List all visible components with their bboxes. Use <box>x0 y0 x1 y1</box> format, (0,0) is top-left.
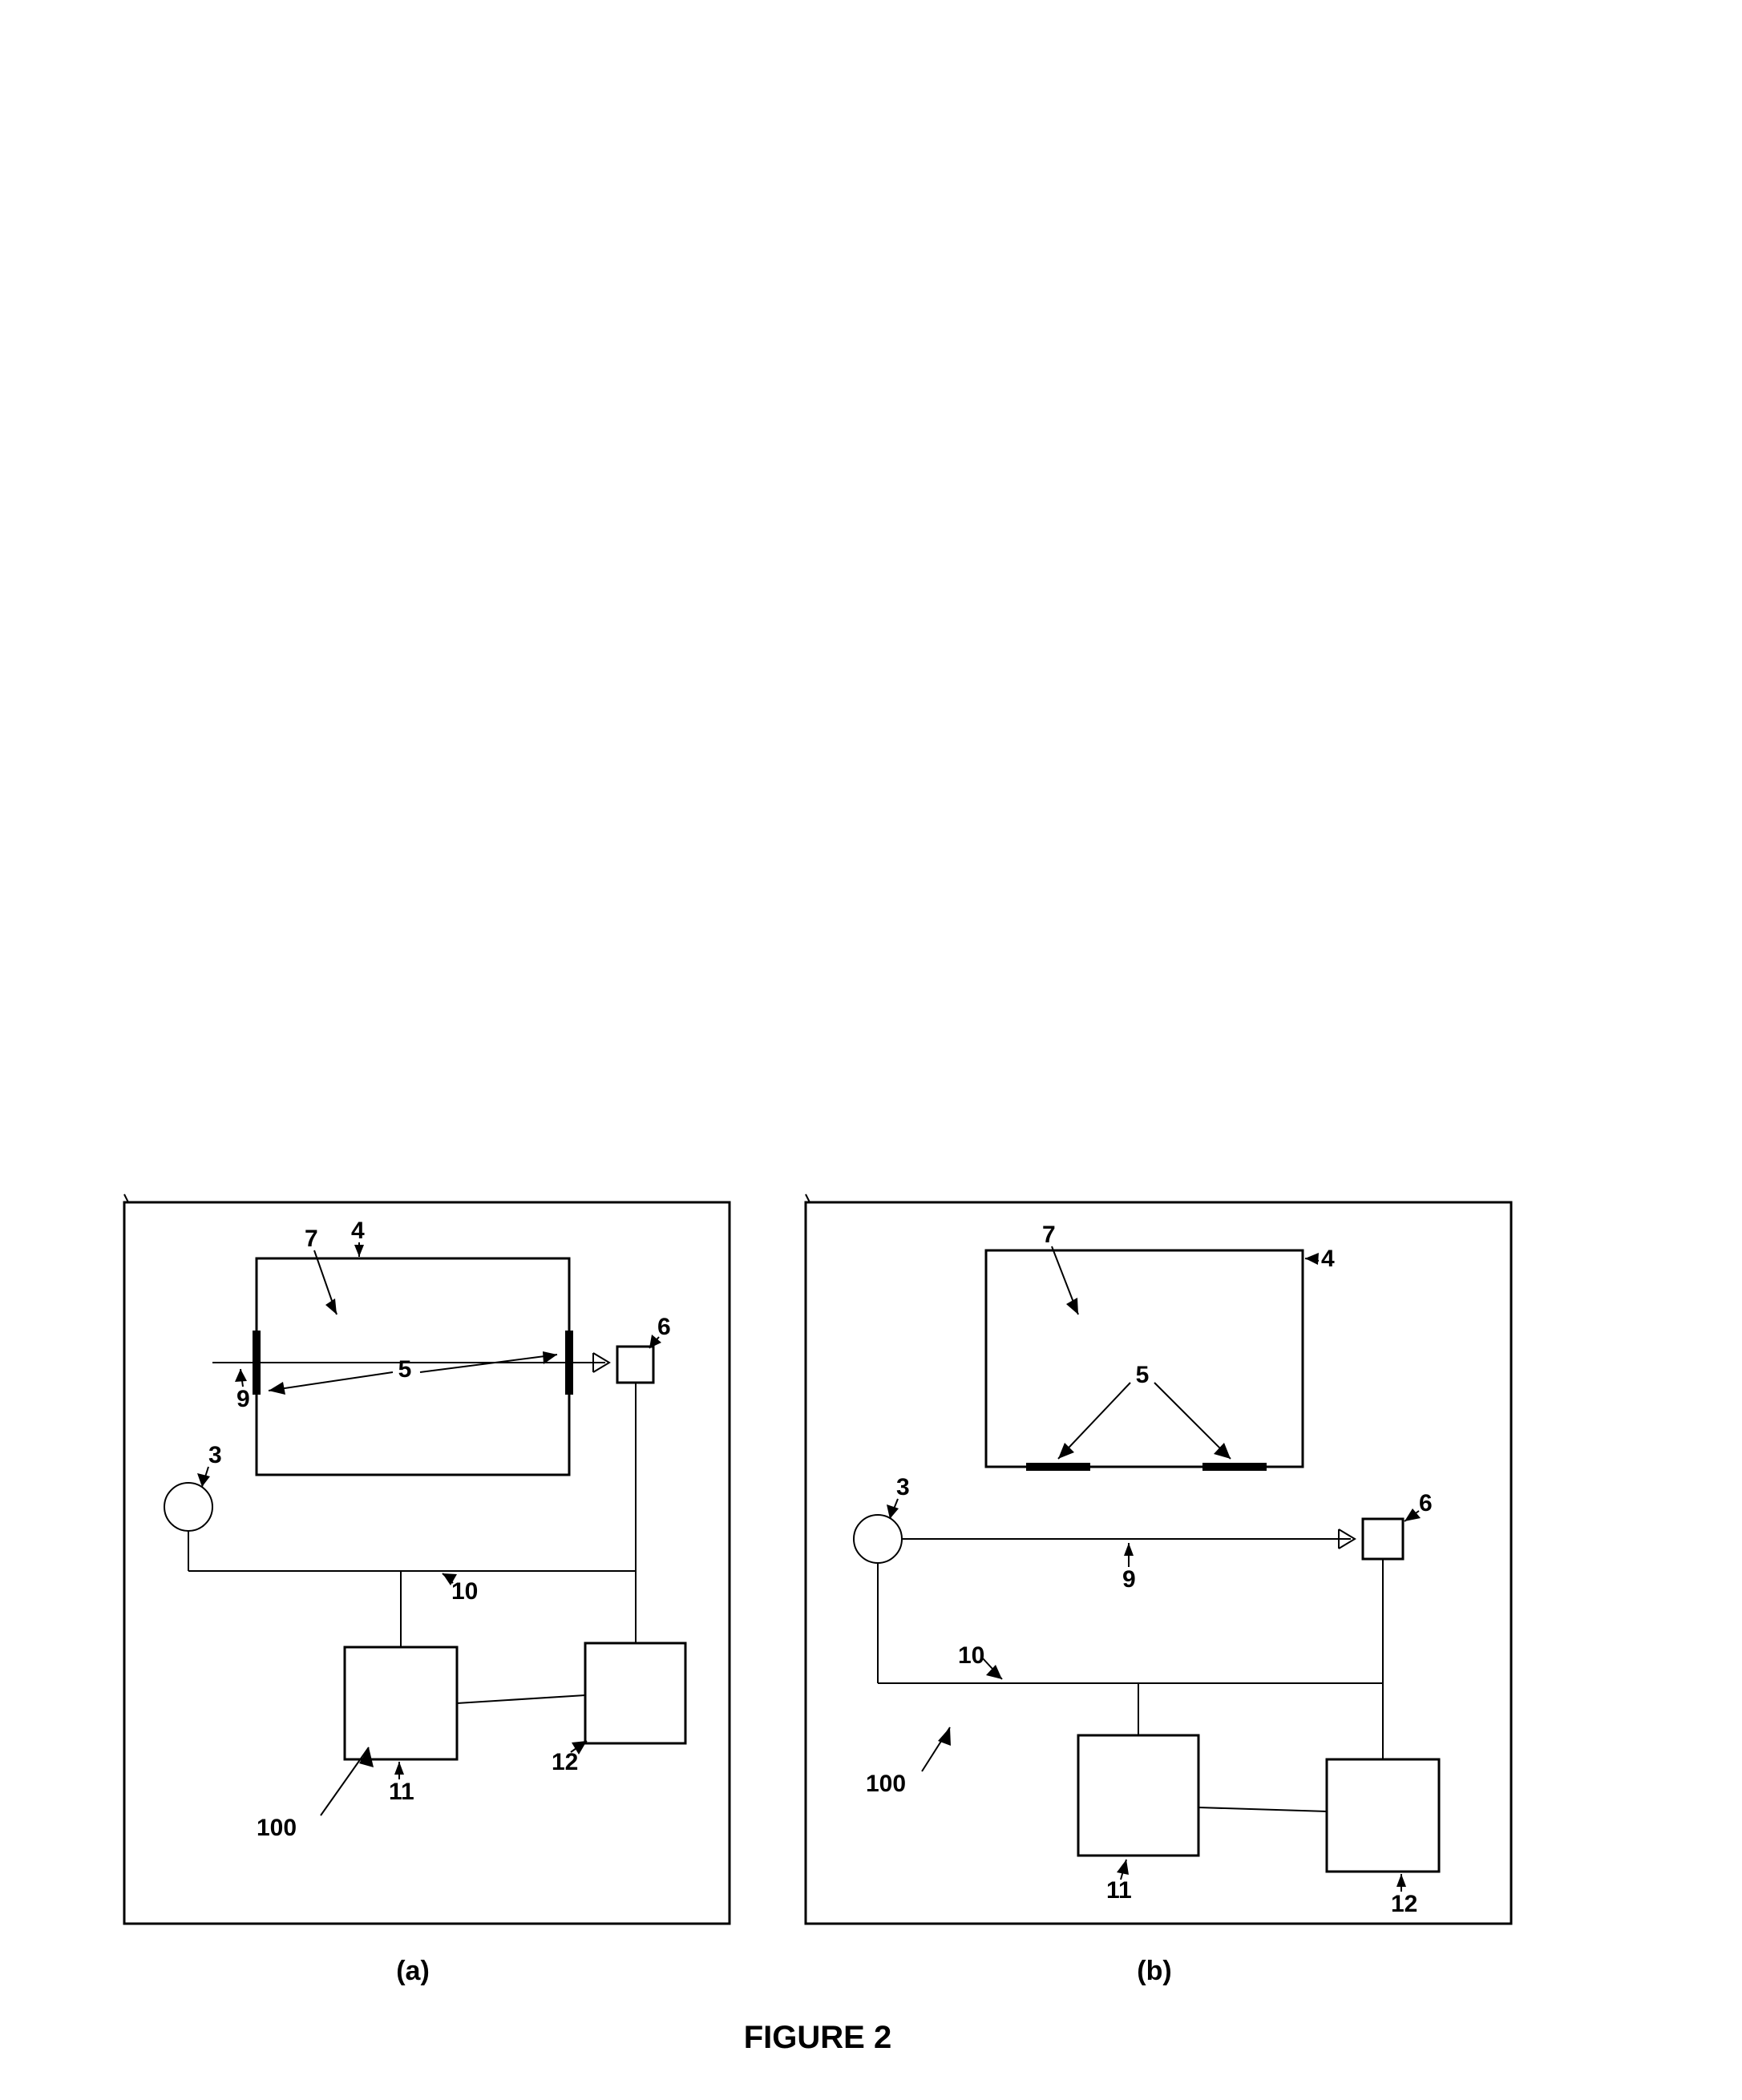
label-7-a: 7 <box>305 1226 318 1252</box>
label-9-b: 9 <box>1122 1566 1136 1593</box>
link-11-12-a <box>457 1695 585 1703</box>
panel-b: 100 3 4 7 5 9 6 <box>806 1202 1511 1986</box>
leader-4-b-head <box>1305 1253 1319 1265</box>
label-4-b: 4 <box>1321 1246 1335 1272</box>
leader-11-a-head <box>394 1762 404 1775</box>
leader-9-a-head <box>235 1369 247 1382</box>
output-12-b <box>1327 1759 1439 1872</box>
panel-a: 100 3 4 7 5 9 <box>124 1202 730 1986</box>
leader-5-left-a-head <box>269 1382 285 1395</box>
controller-11-b <box>1078 1735 1198 1856</box>
detector-6-a <box>617 1347 653 1383</box>
cell-4-b <box>986 1250 1303 1467</box>
figure-title: FIGURE 2 <box>744 2020 891 2055</box>
label-12-a: 12 <box>552 1749 578 1775</box>
label-3-b: 3 <box>896 1474 910 1500</box>
label-10-b: 10 <box>958 1642 984 1669</box>
leader-5-left-a <box>269 1372 393 1391</box>
leader-6-b-head <box>1405 1508 1421 1521</box>
leader-5-r-b <box>1154 1383 1231 1459</box>
output-12-a <box>585 1643 685 1743</box>
label-11-a: 11 <box>389 1779 414 1805</box>
label-12-b: 12 <box>1391 1891 1417 1917</box>
label-3-a: 3 <box>208 1442 222 1468</box>
leader-11-b-head <box>1117 1860 1129 1875</box>
leader-12-b-head <box>1396 1874 1406 1887</box>
leader-4-a-head <box>354 1245 364 1257</box>
leader-9-b-head <box>1124 1543 1134 1556</box>
panel-b-border <box>806 1202 1511 1924</box>
leader-10-b-head <box>986 1665 1002 1679</box>
label-100-a: 100 <box>257 1815 297 1841</box>
label-7-b: 7 <box>1042 1222 1056 1248</box>
label-9-a: 9 <box>236 1386 250 1412</box>
label-6-b: 6 <box>1419 1490 1433 1516</box>
panel-a-border <box>124 1202 730 1924</box>
cell-4-a <box>257 1258 569 1475</box>
figure-2: 100 3 4 7 5 9 <box>0 0 1742 2100</box>
link-11-12-b <box>1198 1807 1327 1811</box>
label-5-b: 5 <box>1136 1362 1150 1388</box>
emitter-3-b <box>854 1515 902 1563</box>
detector-6-b <box>1363 1519 1403 1559</box>
label-5-a: 5 <box>398 1356 412 1383</box>
label-11-b: 11 <box>1106 1877 1132 1904</box>
emitter-3-a <box>164 1483 212 1531</box>
label-10-a: 10 <box>451 1578 478 1605</box>
controller-11-a <box>345 1647 457 1759</box>
label-6-a: 6 <box>657 1314 671 1340</box>
label-100-b: 100 <box>866 1771 906 1797</box>
panel-label-b: (b) <box>1137 1956 1171 1986</box>
label-4-a: 4 <box>351 1218 365 1244</box>
panel-label-a: (a) <box>396 1956 430 1986</box>
